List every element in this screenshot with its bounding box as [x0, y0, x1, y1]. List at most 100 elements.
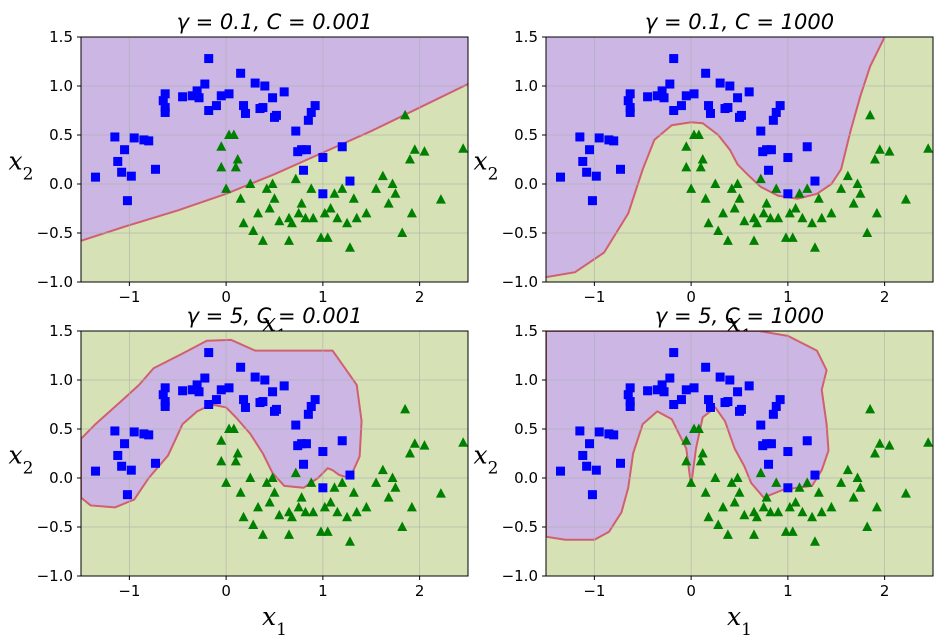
- triangle-point: [319, 501, 330, 512]
- square-point: [762, 145, 772, 155]
- square-point: [224, 89, 234, 99]
- chart-panel-3: −1 0 1 2 −1.0 −0.5 0.0 0.5 1.0 1.5 γ = 5, C = 0.00…: [9, 304, 469, 640]
- x-tick-label: −1: [118, 582, 140, 600]
- y-tick-label: 0.0: [49, 469, 73, 487]
- triangle-point: [344, 242, 355, 252]
- square-point: [310, 101, 320, 111]
- triangle-point: [703, 217, 714, 228]
- square-point: [604, 135, 614, 145]
- triangle-point: [435, 194, 446, 204]
- triangle-point: [681, 161, 692, 172]
- x-tick-label: 0: [686, 582, 696, 600]
- triangle-point: [248, 519, 259, 530]
- triangle-point: [315, 526, 326, 536]
- square-point: [604, 429, 614, 439]
- square-point: [810, 470, 820, 480]
- square-point: [715, 372, 725, 382]
- square-point: [623, 390, 633, 400]
- triangle-point: [253, 207, 264, 218]
- triangle-point: [264, 203, 275, 213]
- triangle-point: [734, 487, 745, 497]
- triangle-point: [790, 497, 801, 507]
- square-point: [239, 101, 249, 111]
- triangle-point: [228, 423, 239, 433]
- square-point: [187, 91, 197, 101]
- square-point: [139, 135, 149, 145]
- triangle-point: [216, 141, 227, 151]
- triangle-point: [308, 506, 319, 517]
- x-tick-label: 2: [880, 288, 890, 306]
- square-point: [704, 101, 714, 111]
- triangle-point: [761, 198, 772, 208]
- triangle-point: [695, 161, 706, 172]
- square-point: [150, 164, 160, 174]
- triangle-point: [248, 225, 259, 236]
- triangle-point: [865, 403, 876, 414]
- triangle-point: [245, 178, 256, 188]
- axes-frame: [545, 330, 934, 577]
- triangle-point: [784, 501, 795, 512]
- triangle-point: [404, 154, 415, 164]
- triangle-point: [836, 477, 847, 487]
- triangle-point: [809, 242, 820, 252]
- square-point: [310, 395, 320, 405]
- triangle-point: [697, 448, 708, 458]
- triangle-point: [300, 506, 311, 517]
- triangle-point: [784, 207, 795, 218]
- triangle-point: [797, 506, 808, 517]
- triangle-point: [342, 217, 353, 228]
- triangle-point: [371, 183, 382, 193]
- axes-frame: [545, 36, 934, 283]
- square-point: [766, 439, 776, 449]
- triangle-point: [344, 536, 355, 546]
- triangle-point: [862, 227, 873, 237]
- triangle-point: [325, 497, 336, 507]
- x-tick-label: −1: [118, 288, 140, 306]
- triangle-point: [826, 501, 837, 512]
- square-point: [158, 390, 168, 400]
- square-point: [260, 81, 270, 91]
- square-point: [705, 108, 715, 118]
- x-tick-label: 1: [318, 582, 328, 600]
- triangle-point: [739, 215, 750, 226]
- triangle-point: [871, 501, 882, 512]
- triangle-point: [807, 511, 818, 522]
- x-tick-label: 2: [415, 582, 425, 600]
- square-point: [160, 383, 170, 393]
- square-point: [299, 459, 309, 469]
- square-point: [783, 189, 793, 199]
- square-point: [578, 450, 588, 460]
- triangle-point: [322, 526, 333, 536]
- triangle-point: [267, 178, 278, 188]
- triangle-point: [290, 467, 301, 478]
- triangle-point: [325, 203, 336, 213]
- triangle-point: [419, 146, 430, 156]
- triangle-point: [765, 212, 776, 223]
- square-point: [236, 68, 246, 78]
- square-point: [192, 86, 202, 96]
- y-tick-label: −0.5: [502, 224, 538, 242]
- square-point: [260, 375, 270, 385]
- triangle-point: [718, 207, 729, 218]
- square-point: [110, 132, 120, 142]
- x-tick-label: 2: [415, 288, 425, 306]
- square-point: [587, 490, 597, 500]
- y-tick-label: 0.0: [49, 175, 73, 193]
- square-point: [150, 458, 160, 468]
- square-point: [643, 92, 653, 102]
- triangle-point: [700, 487, 711, 497]
- square-point: [701, 362, 711, 372]
- triangle-point: [751, 217, 762, 228]
- square-point: [768, 115, 778, 125]
- triangle-point: [813, 193, 824, 203]
- x-tick-label: −1: [583, 288, 605, 306]
- x-tick-label: 1: [783, 582, 793, 600]
- square-point: [665, 79, 675, 89]
- y-tick-label: −0.5: [37, 518, 73, 536]
- triangle-point: [751, 511, 762, 522]
- triangle-point: [794, 188, 805, 198]
- y-tick-label: −1.0: [502, 567, 538, 585]
- triangle-point: [406, 207, 417, 218]
- square-point: [609, 430, 619, 440]
- triangle-point: [406, 501, 417, 512]
